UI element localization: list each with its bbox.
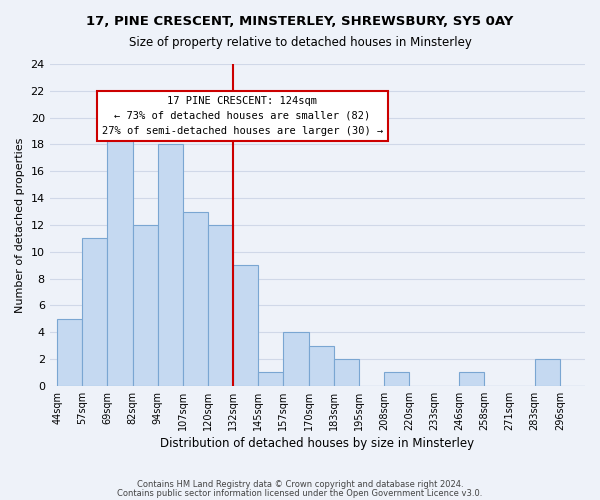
Bar	[334, 359, 359, 386]
Text: Size of property relative to detached houses in Minsterley: Size of property relative to detached ho…	[128, 36, 472, 49]
Bar	[133, 225, 158, 386]
Text: 17, PINE CRESCENT, MINSTERLEY, SHREWSBURY, SY5 0AY: 17, PINE CRESCENT, MINSTERLEY, SHREWSBUR…	[86, 15, 514, 28]
Bar	[460, 372, 484, 386]
Bar	[384, 372, 409, 386]
Bar	[82, 238, 107, 386]
Bar	[258, 372, 283, 386]
Y-axis label: Number of detached properties: Number of detached properties	[15, 137, 25, 312]
Bar	[535, 359, 560, 386]
Text: 17 PINE CRESCENT: 124sqm
← 73% of detached houses are smaller (82)
27% of semi-d: 17 PINE CRESCENT: 124sqm ← 73% of detach…	[102, 96, 383, 136]
Bar	[308, 346, 334, 386]
Bar	[158, 144, 183, 386]
Bar	[283, 332, 308, 386]
Bar	[57, 319, 82, 386]
Bar	[107, 131, 133, 386]
Text: Contains HM Land Registry data © Crown copyright and database right 2024.: Contains HM Land Registry data © Crown c…	[137, 480, 463, 489]
Bar	[183, 212, 208, 386]
Bar	[233, 265, 258, 386]
X-axis label: Distribution of detached houses by size in Minsterley: Distribution of detached houses by size …	[160, 437, 475, 450]
Text: Contains public sector information licensed under the Open Government Licence v3: Contains public sector information licen…	[118, 488, 482, 498]
Bar	[208, 225, 233, 386]
